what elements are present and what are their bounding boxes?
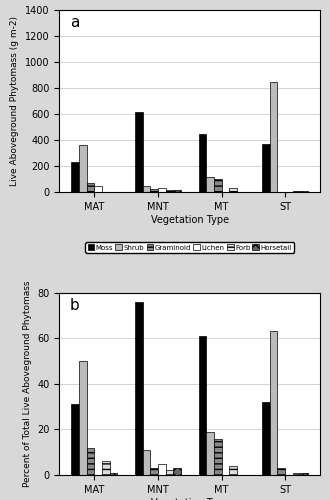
Bar (173, 468, 181, 475)
Bar (300, 191, 308, 192)
Bar (214, 180, 221, 192)
Bar (229, 188, 237, 192)
Bar (199, 336, 206, 475)
Bar (262, 402, 270, 475)
Text: a: a (70, 16, 79, 30)
Bar (278, 468, 285, 475)
Bar (79, 145, 87, 192)
Y-axis label: Live Aboveground Phytomass (g m-2): Live Aboveground Phytomass (g m-2) (11, 16, 19, 186)
Bar (110, 472, 117, 475)
Bar (173, 190, 181, 192)
Bar (72, 162, 79, 192)
Bar (206, 176, 214, 192)
Bar (214, 438, 221, 475)
Bar (150, 189, 158, 192)
Bar (143, 450, 150, 475)
Bar (293, 191, 300, 192)
Bar (102, 462, 110, 475)
Bar (87, 182, 94, 192)
Text: b: b (70, 298, 80, 313)
Bar (87, 448, 94, 475)
Legend: Moss, Shrub, Graminoid, Lichen, Forb, Horsetail: Moss, Shrub, Graminoid, Lichen, Forb, Ho… (85, 242, 294, 252)
Bar (262, 144, 270, 192)
Bar (300, 472, 308, 475)
Bar (72, 404, 79, 475)
Bar (135, 112, 143, 192)
Bar (199, 134, 206, 192)
Bar (293, 472, 300, 475)
Bar (158, 188, 166, 192)
Bar (270, 332, 278, 475)
Bar (143, 186, 150, 192)
Bar (135, 302, 143, 475)
Y-axis label: Percent of Total Live Aboveground Phytomass: Percent of Total Live Aboveground Phytom… (23, 280, 32, 487)
Bar (166, 190, 173, 192)
Bar (94, 186, 102, 192)
Bar (166, 470, 173, 475)
Bar (150, 468, 158, 475)
Bar (158, 464, 166, 475)
Bar (79, 361, 87, 475)
Bar (270, 82, 278, 192)
Bar (206, 432, 214, 475)
X-axis label: Vegetation Type: Vegetation Type (151, 498, 229, 500)
Bar (229, 466, 237, 475)
X-axis label: Vegetation Type: Vegetation Type (151, 215, 229, 225)
